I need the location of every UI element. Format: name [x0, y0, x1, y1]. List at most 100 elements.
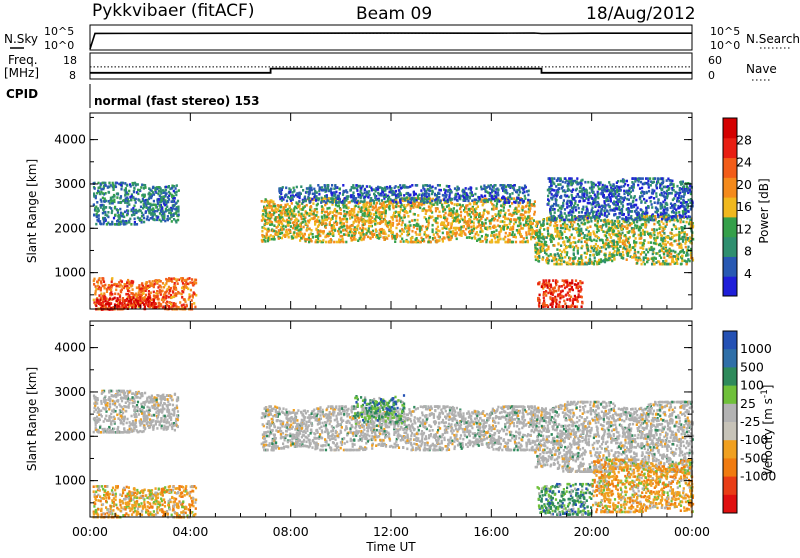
data-cell — [359, 190, 361, 193]
data-cell — [135, 212, 137, 215]
data-cell — [329, 223, 331, 226]
data-cell — [110, 197, 112, 200]
data-cell — [114, 223, 116, 226]
data-cell — [663, 232, 665, 235]
data-cell — [617, 230, 619, 233]
data-cell — [164, 284, 166, 287]
data-cell — [578, 257, 580, 260]
data-cell — [325, 241, 327, 244]
data-cell — [608, 255, 610, 258]
data-cell — [319, 235, 321, 238]
data-cell — [115, 186, 117, 189]
data-cell — [497, 200, 499, 203]
data-cell — [682, 236, 684, 239]
data-cell — [366, 204, 368, 207]
data-cell — [130, 185, 132, 188]
data-cell — [166, 280, 168, 283]
data-cell — [658, 250, 660, 253]
data-cell — [395, 190, 397, 193]
data-cell — [349, 217, 351, 220]
data-cell — [102, 188, 104, 191]
data-cell — [550, 253, 552, 256]
data-cell — [119, 208, 121, 211]
data-cell — [673, 240, 675, 243]
data-cell — [374, 194, 376, 197]
data-cell — [511, 192, 513, 195]
data-cell — [333, 194, 335, 197]
data-cell — [308, 197, 310, 200]
data-cell — [304, 220, 306, 223]
data-cell — [674, 251, 676, 254]
data-cell — [608, 222, 610, 225]
data-cell — [399, 219, 401, 222]
data-cell — [344, 215, 346, 218]
data-cell — [107, 185, 109, 188]
data-cell — [493, 219, 495, 222]
data-cell — [343, 233, 345, 236]
data-cell — [407, 227, 409, 230]
data-cell — [100, 282, 102, 285]
data-cell — [634, 224, 636, 227]
data-cell — [321, 205, 323, 208]
data-cell — [464, 216, 466, 219]
data-cell — [651, 257, 653, 260]
data-cell — [386, 237, 388, 240]
data-cell — [192, 294, 194, 297]
data-cell — [133, 191, 135, 194]
data-cell — [336, 222, 338, 225]
data-cell — [293, 190, 295, 193]
data-cell — [305, 199, 307, 202]
data-cell — [98, 302, 100, 305]
data-cell — [616, 234, 618, 237]
data-cell — [427, 188, 429, 191]
data-cell — [189, 281, 191, 284]
data-cell — [622, 239, 624, 242]
data-cell — [331, 233, 333, 236]
data-cell — [498, 235, 500, 238]
data-cell — [177, 206, 179, 209]
data-cell — [583, 223, 585, 226]
data-cell — [407, 241, 409, 244]
data-cell — [540, 243, 542, 246]
data-cell — [93, 214, 95, 217]
data-cell — [195, 282, 197, 285]
data-cell — [377, 186, 379, 189]
data-cell — [183, 298, 185, 301]
data-cell — [98, 187, 100, 190]
data-cell — [135, 198, 137, 201]
data-cell — [663, 237, 665, 240]
data-cell — [671, 228, 673, 231]
data-cell — [121, 182, 123, 185]
data-cell — [489, 192, 491, 195]
data-cell — [366, 191, 368, 194]
data-cell — [528, 225, 530, 228]
data-cell — [427, 185, 429, 188]
data-cell — [442, 240, 444, 243]
data-cell — [307, 220, 309, 223]
data-cell — [417, 197, 419, 200]
data-cell — [352, 184, 354, 187]
data-cell — [317, 216, 319, 219]
data-cell — [293, 187, 295, 190]
data-cell — [134, 182, 136, 185]
data-cell — [292, 237, 294, 240]
data-cell — [330, 218, 332, 221]
data-cell — [338, 233, 340, 236]
data-cell — [326, 211, 328, 214]
data-cell — [564, 251, 566, 254]
data-cell — [301, 213, 303, 216]
data-cell — [173, 277, 175, 280]
data-cell — [152, 208, 154, 211]
data-cell — [181, 293, 183, 296]
data-cell — [553, 244, 555, 247]
data-cell — [527, 194, 529, 197]
nave-label: Nave — [746, 62, 777, 76]
data-cell — [166, 192, 168, 195]
data-cell — [399, 230, 401, 233]
data-cell — [554, 230, 556, 233]
data-cell — [509, 223, 511, 226]
data-cell — [157, 198, 159, 201]
data-cell — [154, 302, 156, 305]
data-cell — [301, 218, 303, 221]
data-cell — [108, 284, 110, 287]
